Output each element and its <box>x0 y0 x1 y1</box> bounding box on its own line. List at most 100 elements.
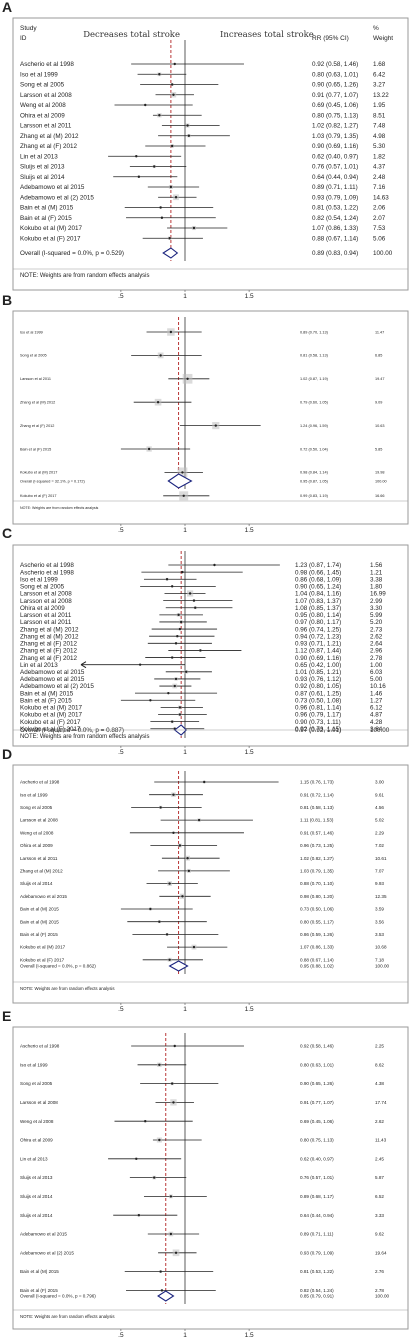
point-estimate <box>159 806 162 809</box>
weight-value: 9.09 <box>375 401 382 405</box>
weight-value: 11.43 <box>375 1138 387 1143</box>
weight-value: 16.66 <box>375 494 385 498</box>
x-tick-label: 1.5 <box>245 1006 254 1013</box>
point-estimate <box>177 613 180 617</box>
ci-value: 1.03 (0.79, 1.35) <box>312 133 358 140</box>
study-label: Kokubo et al (M) 2017 <box>20 705 82 712</box>
ci-value: 0.64 (0.44, 0.94) <box>300 1213 334 1218</box>
study-label: Iso et al 1999 <box>20 576 58 583</box>
study-row: Weng et al 2008 0.91 (0.57, 1.46) 2.29 <box>20 830 384 835</box>
weight-value: 6.85 <box>375 354 382 358</box>
study-row: Ohira et al 2009 0.96 (0.73, 1.25) 7.02 <box>20 843 384 848</box>
study-label: Ascherio et al 1998 <box>20 780 60 785</box>
point-estimate <box>170 720 174 723</box>
weight-value: 7.02 <box>375 843 384 848</box>
study-label: Song et al 2005 <box>20 584 65 591</box>
ci-value: 0.93 (0.79, 1.09) <box>300 1250 334 1255</box>
study-label: Ascherio et al 1998 <box>20 569 74 576</box>
x-tick-label: .5 <box>118 293 124 300</box>
overall-ci-value: 0.89 (0.83, 0.94) <box>312 250 358 257</box>
study-row: Adebamowo et al (2) 2015 0.93 (0.79, 1.09… <box>20 194 389 201</box>
study-row: Adebamowo et al 2015 0.89 (0.71, 1.11) 7.1… <box>20 184 386 191</box>
point-estimate <box>214 424 217 427</box>
ci-value: 0.89 (0.68, 1.17) <box>300 1194 334 1199</box>
overall-label: Overall (I-squared = 32.1%, p = 0.172) <box>20 479 86 483</box>
study-label: Ascherio et al 1998 <box>20 61 74 68</box>
weight-value: 2.62 <box>375 1119 384 1124</box>
weight-value: 2.99 <box>370 598 383 605</box>
ci-value: 0.92 (0.58, 1.46) <box>300 1044 334 1049</box>
study-row: Song et al 2005 0.90 (0.65, 1.26) 4.38 <box>20 1081 384 1086</box>
study-label: Bain et al (M) 2015 <box>20 919 59 924</box>
point-estimate <box>186 857 189 860</box>
footnote: NOTE: Weights are from random effects an… <box>20 1314 115 1319</box>
point-estimate <box>181 570 184 574</box>
ci-value: 0.98 (0.84, 1.14) <box>300 471 329 475</box>
ci-value: 0.80 (0.75, 1.13) <box>300 1138 334 1143</box>
panel-label: B <box>2 292 12 308</box>
panel-label: D <box>2 746 12 762</box>
study-row: Kokubo et al (M) 2017 1.07 (0.86, 1.33) 10… <box>20 944 387 950</box>
point-estimate <box>169 185 173 189</box>
ci-value: 0.98 (0.66, 1.45) <box>295 569 341 576</box>
point-estimate <box>174 196 178 199</box>
weight-value: 1.68 <box>373 61 386 68</box>
ci-value: 0.92 (0.58, 1.46) <box>312 61 358 68</box>
weight-value: 4.38 <box>375 1081 384 1086</box>
study-row: Bain et al (M) 2015 0.81 (0.53, 1.22) 2.76 <box>20 1269 384 1274</box>
overall-label: Overall (I-squared = 0.0%, p = 0.796) <box>20 1294 96 1299</box>
ci-value: 0.62 (0.40, 0.97) <box>300 1156 334 1161</box>
weight-value: 16.99 <box>370 591 386 598</box>
weight-value: 6.12 <box>370 705 383 712</box>
point-estimate <box>160 1289 164 1292</box>
weight-value: 7.48 <box>373 123 386 130</box>
point-estimate <box>199 649 202 652</box>
study-row: Iso et al 1999 0.80 (0.63, 1.01) 6.42 <box>20 71 386 78</box>
study-row: Ohira et al 2009 0.80 (0.75, 1.13) 11.43 <box>20 1137 387 1143</box>
weight-value: 19.64 <box>375 1250 387 1255</box>
ci-value: 0.82 (0.54, 1.24) <box>300 1288 334 1293</box>
weight-value: 1.00 <box>370 662 383 669</box>
weight-value: 10.68 <box>375 945 387 950</box>
weight-value: 5.30 <box>373 143 386 150</box>
study-label: Iso et al 1999 <box>20 1062 48 1067</box>
study-label: Adebamowo et al (2) 2015 <box>20 194 94 201</box>
study-row: Zhang et al (M) 2012 0.96 (0.74, 1.25) 2.7… <box>20 626 383 633</box>
point-estimate <box>174 642 178 645</box>
panel-frame <box>12 764 409 1004</box>
study-label: Kokubo et al (F) 2017 <box>20 957 65 962</box>
study-label: Song et al 2005 <box>20 1081 53 1086</box>
point-estimate <box>159 354 162 357</box>
study-label: Bain et al (M) 2015 <box>20 907 59 912</box>
point-estimate <box>178 706 182 709</box>
point-estimate <box>194 606 197 609</box>
point-estimate <box>176 635 179 638</box>
point-estimate <box>170 585 174 588</box>
ci-value: 1.02 (0.82, 1.27) <box>312 123 358 130</box>
weight-value: 5.02 <box>375 818 384 823</box>
overall-diamond <box>157 1290 175 1302</box>
point-estimate <box>137 1214 141 1217</box>
point-estimate <box>170 83 174 86</box>
ci-value: 0.65 (0.42, 1.00) <box>295 662 341 669</box>
ci-value: 0.72 (0.50, 1.04) <box>300 447 329 451</box>
ci-value: 0.86 (0.59, 1.26) <box>300 932 334 937</box>
ci-value: 0.73 (0.50, 1.08) <box>295 697 341 704</box>
ci-value: 0.95 (0.80, 1.14) <box>295 612 341 619</box>
point-estimate <box>170 1082 174 1085</box>
study-row: Bain et al (F) 2015 0.73 (0.50, 1.08) 1.27 <box>20 697 383 704</box>
ci-value: 0.91 (0.72, 1.14) <box>300 792 334 797</box>
study-row: Kokubo et al (F) 2017 0.88 (0.67, 1.14) 7.… <box>20 957 384 962</box>
footnote: NOTE: Weights are from random effects an… <box>20 273 149 279</box>
ci-value: 0.88 (0.67, 1.14) <box>300 957 334 962</box>
ci-value: 0.76 (0.57, 1.01) <box>312 164 358 171</box>
ci-value: 1.15 (0.76, 1.73) <box>300 780 334 785</box>
study-row: Zhang et al (F) 2012 1.12 (0.87, 1.44) 2.9… <box>20 648 383 655</box>
study-label: Lin et al 2013 <box>20 662 58 669</box>
ci-value: 0.86 (0.68, 1.09) <box>295 576 341 583</box>
footnote: NOTE: Weights are from random effects an… <box>20 734 149 740</box>
study-label: Iso et al 1999 <box>20 330 43 334</box>
x-tick-label: .5 <box>118 749 124 756</box>
study-label: Bain et al (F) 2015 <box>20 447 51 451</box>
overall-weight-value: 100.00 <box>375 479 387 483</box>
